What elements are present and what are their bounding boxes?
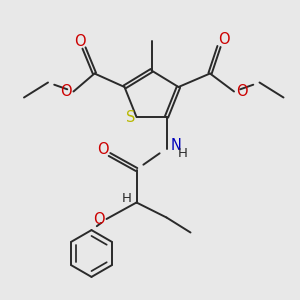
Text: S: S xyxy=(126,110,135,124)
Text: O: O xyxy=(97,142,109,158)
Text: O: O xyxy=(236,84,247,99)
Text: H: H xyxy=(178,146,188,160)
Text: H: H xyxy=(122,191,132,205)
Text: O: O xyxy=(75,34,86,49)
Text: O: O xyxy=(93,212,105,226)
Text: O: O xyxy=(218,32,229,47)
Text: N: N xyxy=(171,138,182,153)
Text: O: O xyxy=(60,84,72,99)
